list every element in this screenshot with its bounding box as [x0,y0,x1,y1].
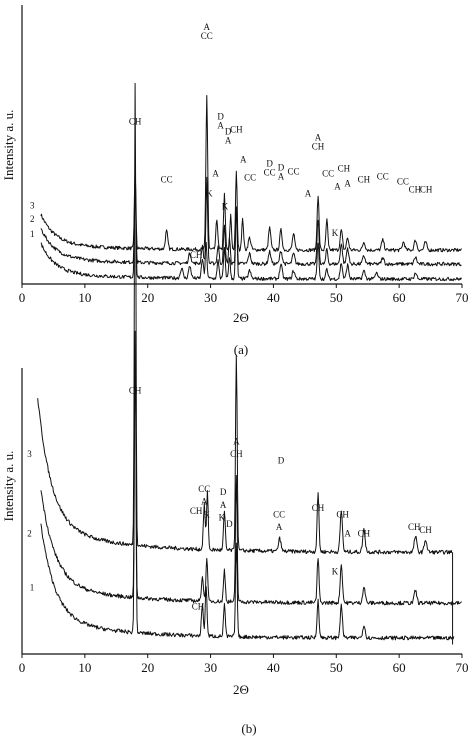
phase-annotation: CH [420,184,433,194]
series-label: 1 [30,229,35,239]
phase-annotation: K [219,513,226,523]
phase-annotation: CH [409,184,422,194]
phase-annotation: CC [377,171,389,181]
phase-annotation: D [225,127,232,137]
phase-annotation: CC [288,166,300,176]
series-label: 2 [27,528,32,538]
phase-annotation: CH [129,385,142,395]
series-label: 3 [30,200,35,210]
phase-annotation: CH [312,141,325,151]
phase-annotation: D [266,158,273,168]
x-tick-label: 40 [267,660,280,675]
x-tick-label: 70 [456,660,469,675]
phase-annotation: CH [358,528,371,538]
phase-annotation: A [217,121,224,131]
phase-annotation: A [225,136,232,146]
phase-annotation: CC [198,484,210,494]
x-tick-label: 0 [19,660,26,675]
phase-annotation: CH [408,522,421,532]
phase-annotation: CC [264,167,276,177]
phase-annotation: D [220,487,227,497]
x-tick-label: 20 [141,660,154,675]
x-tick-label: 50 [330,660,343,675]
phase-annotation: A [220,500,227,510]
phase-annotation: CH [192,602,205,612]
series-label: 2 [30,214,35,224]
panel-a-y-axis-label: Intensity a. u. [1,110,16,181]
phase-annotation: K [204,509,211,519]
phase-annotation: CC [244,172,256,182]
phase-annotation: A [344,528,351,538]
series-label: 1 [30,582,35,592]
x-tick-label: 10 [78,290,91,305]
phase-annotation: D [278,162,285,172]
panel-a-chart: Intensity a. u. 2Θ (a) 0 10 20 30 40 50 60 70 3 2… [1,5,469,357]
phase-annotation: D [217,112,224,122]
x-tick-label: 60 [393,290,406,305]
phase-annotation: CH [190,250,203,260]
x-tick-label: 30 [204,290,217,305]
phase-annotation: CH [336,509,349,519]
phase-annotation: CC [322,168,334,178]
panel-b-y-axis-label: Intensity a. u. [1,451,16,522]
diffraction-trace-3 [40,182,462,282]
diffraction-trace-1 [37,82,453,555]
phase-annotation: K [206,188,213,198]
x-tick-label: 50 [330,290,343,305]
x-tick-label: 0 [19,290,26,305]
phase-annotation: A [305,188,312,198]
phase-annotation: CC [273,509,285,519]
series-label: 3 [27,449,32,459]
phase-annotation: D [226,519,233,529]
diffraction-trace-2 [40,176,462,267]
phase-annotation: CH [230,449,243,459]
phase-annotation: CH [338,163,351,173]
x-tick-label: 10 [78,660,91,675]
phase-annotation: K [222,201,229,211]
x-tick-label: 70 [456,290,469,305]
diffraction-trace-1 [40,95,462,253]
phase-annotation: A [240,154,247,164]
phase-annotation: CH [312,503,325,513]
phase-annotation: K [332,567,339,577]
phase-annotation: A [204,22,211,32]
phase-annotation: CH [419,525,432,535]
x-tick-label: 30 [204,660,217,675]
phase-annotation: A [201,497,208,507]
diffraction-trace-3 [40,330,455,641]
phase-annotation: A [276,522,283,532]
panel-b-x-axis-label: 2Θ [233,682,249,697]
panel-a-caption: (a) [234,342,248,357]
phase-annotation: A [212,168,219,178]
phase-annotation: CH [230,125,243,135]
phase-annotation: CC [201,31,213,41]
phase-annotation: K [332,228,339,238]
x-tick-label: 20 [141,290,154,305]
panel-b-caption: (b) [241,721,256,736]
phase-annotation: A [334,181,341,191]
phase-annotation: A [233,436,240,446]
phase-annotation: CH [190,506,203,516]
phase-annotation: D [278,455,285,465]
diffraction-trace-2 [40,343,462,606]
phase-annotation: A [344,178,351,188]
panel-b-chart: Intensity a. u. 2Θ (b) 0 10 20 30 40 50 60 7032… [1,82,469,736]
phase-annotation: A [278,171,285,181]
phase-annotation: CC [397,176,409,186]
phase-annotation: A [315,133,322,143]
phase-annotation: CC [161,174,173,184]
x-tick-label: 60 [393,660,406,675]
phase-annotation: CH [358,174,371,184]
panel-a-x-axis-label: 2Θ [233,310,249,325]
x-tick-label: 40 [267,290,280,305]
